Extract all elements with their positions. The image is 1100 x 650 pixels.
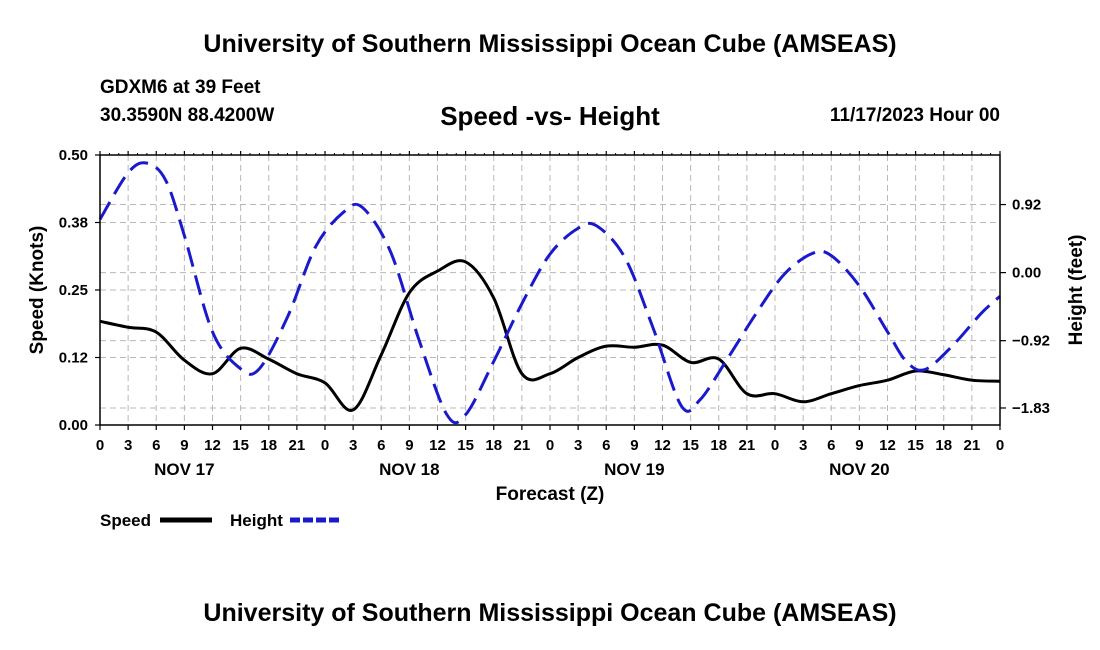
x-tick-label: 21 [289, 437, 306, 454]
x-tick-label: 15 [682, 437, 699, 454]
x-tick-label: 0 [321, 437, 329, 454]
x-tick-label: 18 [485, 437, 502, 454]
x-tick-label: 15 [457, 437, 474, 454]
x-tick-label: 3 [124, 437, 132, 454]
y-axis-left-label: Speed (Knots) [27, 226, 48, 355]
x-tick-label: 18 [935, 437, 952, 454]
x-tick-label: 0 [996, 437, 1004, 454]
x-tick-label: 21 [739, 437, 756, 454]
x-tick-label: 15 [232, 437, 249, 454]
y-right-tick-label: 0.00 [1012, 265, 1041, 282]
x-tick-label: 6 [602, 437, 610, 454]
y-right-tick-label: −0.92 [1012, 333, 1050, 350]
x-tick-label: 18 [710, 437, 727, 454]
series-layer [98, 161, 1002, 425]
x-tick-label: 3 [574, 437, 582, 454]
axis-layer: 0 3 6 9 12 15 18 21 0 3 6 9 12 15 18 21 0 3 6 9 12 15 18 21 0 3 6 9… [59, 147, 1050, 479]
y-left-tick-label: 0.25 [59, 282, 88, 299]
forecast-datetime: 11/17/2023 Hour 00 [829, 105, 1000, 126]
x-tick-label: 6 [827, 437, 835, 454]
x-tick-label: 15 [907, 437, 924, 454]
day-label: NOV 18 [379, 460, 439, 479]
x-tick-label: 12 [204, 437, 221, 454]
x-tick-label: 12 [654, 437, 671, 454]
day-label: NOV 19 [604, 460, 664, 479]
x-tick-label: 9 [630, 437, 638, 454]
station-coordinates: 30.3590N 88.4200W [100, 105, 275, 126]
x-tick-label: 3 [349, 437, 357, 454]
y-left-tick-label: 0.50 [59, 147, 88, 164]
y-left-tick-label: 0.00 [59, 417, 88, 434]
series-line-speed [99, 259, 1001, 412]
x-tick-label: 9 [405, 437, 413, 454]
x-tick-label: 21 [964, 437, 981, 454]
y-left-tick-label: 0.12 [59, 350, 88, 367]
x-tick-label: 6 [152, 437, 160, 454]
day-label: NOV 20 [829, 460, 889, 479]
y-axis-right-label: Height (feet) [1066, 235, 1087, 346]
x-tick-label: 9 [180, 437, 188, 454]
x-tick-label: 18 [260, 437, 277, 454]
x-tick-label: 0 [771, 437, 779, 454]
x-tick-label: 0 [96, 437, 104, 454]
chart-subtitle: Speed -vs- Height [440, 101, 660, 131]
x-tick-label: 6 [377, 437, 385, 454]
x-tick-label: 12 [879, 437, 896, 454]
legend-label-height: Height [230, 511, 283, 530]
x-tick-label: 9 [855, 437, 863, 454]
x-tick-label: 3 [799, 437, 807, 454]
footer-title: University of Southern Mississippi Ocean… [203, 599, 897, 627]
x-tick-label: 12 [429, 437, 446, 454]
x-tick-label: 21 [514, 437, 531, 454]
day-label: NOV 17 [154, 460, 214, 479]
x-axis-label: Forecast (Z) [496, 484, 605, 505]
x-tick-label: 0 [546, 437, 554, 454]
speed-height-chart: 0 3 6 9 12 15 18 21 0 3 6 9 12 15 18 21 0 3 6 9 12 15 18 21 0 3 6 9… [27, 147, 1087, 530]
page-title: University of Southern Mississippi Ocean… [203, 30, 897, 58]
y-right-tick-label: 0.92 [1012, 197, 1041, 214]
y-left-tick-label: 0.38 [59, 215, 88, 232]
y-right-tick-label: −1.83 [1012, 400, 1050, 417]
legend-label-speed: Speed [100, 511, 151, 530]
station-label: GDXM6 at 39 Feet [100, 77, 261, 98]
series-line-height [98, 161, 1002, 425]
legend: Speed Height [100, 511, 342, 530]
